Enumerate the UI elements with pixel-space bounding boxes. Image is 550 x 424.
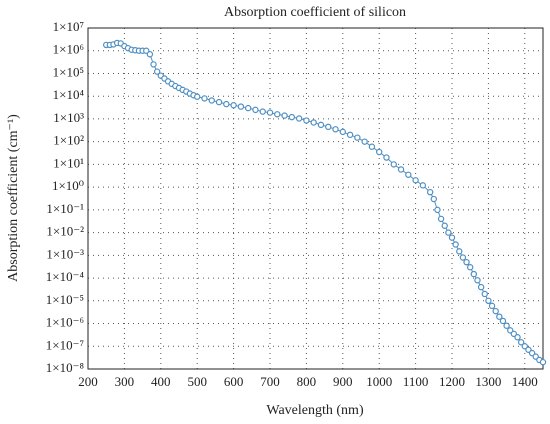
data-point [434, 206, 441, 214]
data-line [106, 42, 544, 363]
data-point [339, 128, 346, 136]
chart-title: Absorption coefficient of silicon [224, 5, 406, 20]
y-tick-label: 1×10⁵ [53, 64, 84, 79]
data-point [368, 143, 376, 150]
x-tick-label: 1400 [512, 374, 538, 389]
data-point [295, 115, 303, 122]
data-point [452, 241, 459, 248]
x-tick-label: 800 [297, 374, 317, 389]
data-point [259, 108, 266, 115]
y-tick-label: 1×10⁶ [53, 42, 84, 57]
data-point [492, 307, 499, 315]
data-point [459, 254, 467, 261]
data-point [288, 113, 296, 121]
y-tick-label: 1×10⁻⁴ [46, 269, 85, 284]
x-tick-label: 300 [115, 374, 135, 389]
y-tick-label: 1×10² [53, 133, 84, 148]
data-point [437, 215, 445, 223]
y-tick-label: 1×10¹ [53, 155, 84, 170]
data-point [303, 117, 310, 124]
x-tick-label: 1100 [403, 374, 429, 389]
data-point [237, 103, 245, 110]
y-tick-label: 1×10⁻⁵ [46, 292, 84, 307]
data-point [281, 112, 288, 119]
data-point [346, 131, 354, 139]
data-point [397, 166, 405, 173]
data-point [274, 111, 281, 118]
data-point [317, 121, 325, 129]
data-point [448, 234, 456, 241]
data-point [405, 171, 412, 178]
data-point [441, 222, 448, 229]
data-point [430, 195, 437, 203]
data-point [193, 93, 201, 100]
data-point [354, 134, 361, 141]
y-tick-label: 1×10⁻² [46, 224, 84, 239]
data-point [361, 138, 368, 145]
data-point [445, 229, 452, 236]
data-point [383, 154, 390, 161]
data-point [215, 98, 223, 106]
data-point [230, 102, 237, 109]
data-point [463, 258, 470, 266]
data-point [477, 283, 485, 291]
y-tick-label: 1×10⁷ [53, 19, 84, 34]
data-point [325, 123, 332, 131]
y-tick-label: 1×10⁻¹ [46, 201, 84, 216]
y-axis-label: Absorption coefficient (cm⁻¹) [6, 114, 21, 282]
y-tick-label: 1×10⁰ [52, 178, 84, 193]
data-point [153, 68, 161, 75]
data-point [419, 182, 427, 189]
x-tick-label: 1300 [475, 374, 501, 389]
x-axis-label: Wavelength (nm) [266, 403, 364, 418]
data-point [496, 313, 503, 320]
data-point [332, 126, 339, 133]
data-point [514, 334, 521, 341]
x-tick-label: 700 [260, 374, 280, 389]
y-tick-label: 1×10⁻⁸ [46, 360, 85, 375]
data-point [146, 51, 154, 58]
y-tick-label: 1×10⁻⁶ [46, 315, 84, 330]
data-point [528, 349, 536, 357]
data-point [503, 322, 510, 329]
data-point [499, 317, 507, 325]
y-tick-label: 1×10⁴ [53, 87, 85, 102]
x-tick-label: 200 [78, 374, 98, 389]
data-point [244, 104, 252, 112]
data-point [488, 302, 496, 310]
data-point [412, 177, 419, 184]
y-tick-label: 1×10⁻³ [46, 246, 84, 261]
data-point [426, 188, 434, 196]
plot-frame [87, 27, 544, 370]
x-tick-label: 500 [187, 374, 207, 389]
data-point [150, 61, 157, 68]
y-tick-label: 1×10⁻⁷ [46, 337, 84, 352]
data-point [539, 358, 547, 366]
data-point [252, 106, 259, 114]
data-point [517, 339, 525, 346]
data-point [467, 264, 474, 271]
data-point [208, 97, 215, 104]
x-tick-label: 600 [224, 374, 244, 389]
y-tick-label: 1×10³ [53, 110, 84, 125]
data-point [376, 148, 383, 156]
data-point [266, 109, 274, 116]
data-point [456, 248, 463, 255]
data-point [521, 343, 529, 350]
x-tick-label: 1000 [366, 374, 392, 389]
data-point [201, 95, 208, 102]
data-point [143, 47, 150, 54]
x-tick-label: 400 [151, 374, 171, 389]
data-point [310, 119, 317, 126]
data-point [470, 270, 478, 278]
data-point [474, 277, 481, 284]
x-tick-label: 1200 [439, 374, 465, 389]
data-point [390, 161, 397, 168]
data-point [481, 290, 488, 298]
data-point [507, 327, 514, 334]
x-tick-label: 900 [333, 374, 353, 389]
data-point [485, 297, 492, 304]
data-point [223, 100, 230, 108]
